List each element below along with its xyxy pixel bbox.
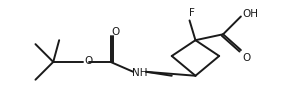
Text: F: F — [188, 8, 195, 18]
Text: O: O — [111, 27, 119, 37]
Text: O: O — [85, 56, 93, 66]
Text: O: O — [243, 53, 251, 63]
Text: OH: OH — [243, 9, 259, 18]
Text: NH: NH — [133, 68, 148, 78]
